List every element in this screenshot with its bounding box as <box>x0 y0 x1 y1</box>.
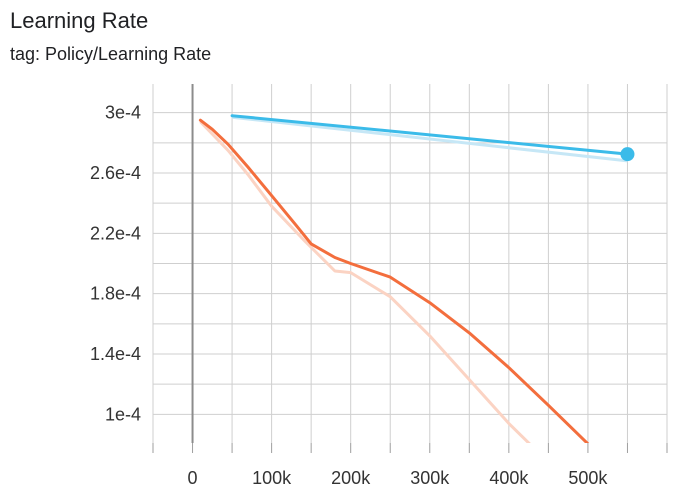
chart-title: Learning Rate <box>10 8 149 33</box>
y-tick-label: 2.2e-4 <box>90 223 141 243</box>
series-end-marker-0 <box>620 147 635 162</box>
x-tick-label: 300k <box>410 468 450 488</box>
smoothed-line-series-0 <box>230 114 629 156</box>
x-tick-label: 200k <box>331 468 371 488</box>
x-tick-label: 500k <box>568 468 608 488</box>
raw-line-series-0 <box>231 115 628 163</box>
smoothed-line-series-1 <box>198 118 590 443</box>
y-tick-label: 2.6e-4 <box>90 163 141 183</box>
y-tick-label: 1.8e-4 <box>90 284 141 304</box>
raw-line-series-1 <box>199 120 531 443</box>
y-tick-label: 3e-4 <box>105 103 141 123</box>
series <box>198 114 629 443</box>
axes <box>152 84 668 453</box>
markers <box>620 147 635 162</box>
y-tick-label: 1e-4 <box>105 404 141 424</box>
tick-labels: 0 100k 200k 300k 400k 500k 1e-4 1.4e-4 1.8e-4 2.2… <box>90 103 608 488</box>
x-tick-label: 400k <box>489 468 529 488</box>
x-tick-label: 100k <box>252 468 292 488</box>
y-tick-label: 1.4e-4 <box>90 344 141 364</box>
grid <box>152 84 668 443</box>
chart-tag: tag: Policy/Learning Rate <box>10 44 212 64</box>
x-tick-label: 0 <box>188 468 198 488</box>
